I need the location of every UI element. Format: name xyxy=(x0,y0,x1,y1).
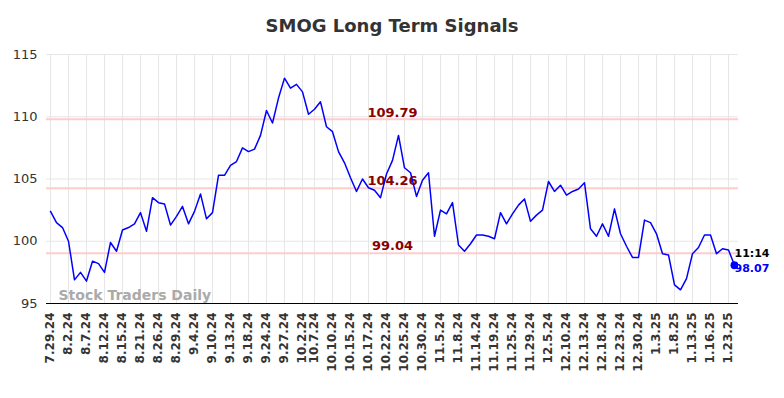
svg-text:12.5.24: 12.5.24 xyxy=(541,313,555,364)
svg-text:10.25.24: 10.25.24 xyxy=(397,313,411,372)
svg-text:1.23.25: 1.23.25 xyxy=(721,313,735,364)
svg-text:8.7.24: 8.7.24 xyxy=(79,313,93,356)
svg-text:1.3.25: 1.3.25 xyxy=(649,313,663,356)
svg-text:98.07: 98.07 xyxy=(735,262,770,275)
svg-text:12.10.24: 12.10.24 xyxy=(559,313,573,372)
html-text:SMOG Long Term Signals: SMOG Long Term Signals xyxy=(265,15,519,36)
svg-text:8.12.24: 8.12.24 xyxy=(97,313,111,364)
svg-text:109.79: 109.79 xyxy=(367,105,417,120)
svg-text:9.13.24: 9.13.24 xyxy=(223,313,237,364)
svg-text:115: 115 xyxy=(13,47,38,62)
svg-text:12.30.24: 12.30.24 xyxy=(631,313,645,372)
svg-text:9.10.24: 9.10.24 xyxy=(205,313,219,364)
svg-text:12.13.24: 12.13.24 xyxy=(577,313,591,372)
svg-text:10.15.24: 10.15.24 xyxy=(343,313,357,372)
svg-text:1.8.25: 1.8.25 xyxy=(667,313,681,356)
svg-text:9.18.24: 9.18.24 xyxy=(241,313,255,364)
svg-text:11.19.24: 11.19.24 xyxy=(487,313,501,372)
svg-text:9.27.24: 9.27.24 xyxy=(277,313,291,364)
svg-text:Stock Traders Daily: Stock Traders Daily xyxy=(59,287,212,303)
svg-text:12.23.24: 12.23.24 xyxy=(613,313,627,372)
svg-text:8.26.24: 8.26.24 xyxy=(151,313,165,364)
svg-text:7.29.24: 7.29.24 xyxy=(43,313,57,364)
svg-text:10.7.24: 10.7.24 xyxy=(307,313,321,364)
svg-text:11.25.24: 11.25.24 xyxy=(505,313,519,372)
svg-text:105: 105 xyxy=(13,171,38,186)
svg-text:1.16.25: 1.16.25 xyxy=(703,313,717,364)
svg-text:10.30.24: 10.30.24 xyxy=(415,313,429,372)
svg-text:95: 95 xyxy=(21,296,38,311)
svg-text:11:14: 11:14 xyxy=(735,247,770,260)
svg-text:11.29.24: 11.29.24 xyxy=(523,313,537,372)
svg-text:10.17.24: 10.17.24 xyxy=(361,313,375,372)
svg-text:10.2.24: 10.2.24 xyxy=(295,312,310,364)
svg-text:110: 110 xyxy=(13,109,38,124)
svg-text:8.21.24: 8.21.24 xyxy=(133,313,147,364)
svg-text:1.13.25: 1.13.25 xyxy=(685,313,699,364)
svg-text:9.24.24: 9.24.24 xyxy=(259,313,273,364)
svg-text:12.18.24: 12.18.24 xyxy=(595,313,609,372)
svg-text:99.04: 99.04 xyxy=(372,238,413,253)
svg-text:11.14.24: 11.14.24 xyxy=(469,313,483,372)
svg-text:11.5.24: 11.5.24 xyxy=(433,313,447,364)
svg-text:10.22.24: 10.22.24 xyxy=(379,313,393,372)
svg-text:8.29.24: 8.29.24 xyxy=(169,313,183,364)
svg-text:100: 100 xyxy=(13,233,38,248)
svg-text:8.15.24: 8.15.24 xyxy=(115,313,129,364)
svg-text:11.8.24: 11.8.24 xyxy=(451,313,465,364)
svg-text:10.10.24: 10.10.24 xyxy=(325,313,339,372)
svg-text:104.26: 104.26 xyxy=(367,173,417,188)
svg-text:9.4.24: 9.4.24 xyxy=(187,313,201,356)
svg-text:8.2.24: 8.2.24 xyxy=(61,313,75,356)
